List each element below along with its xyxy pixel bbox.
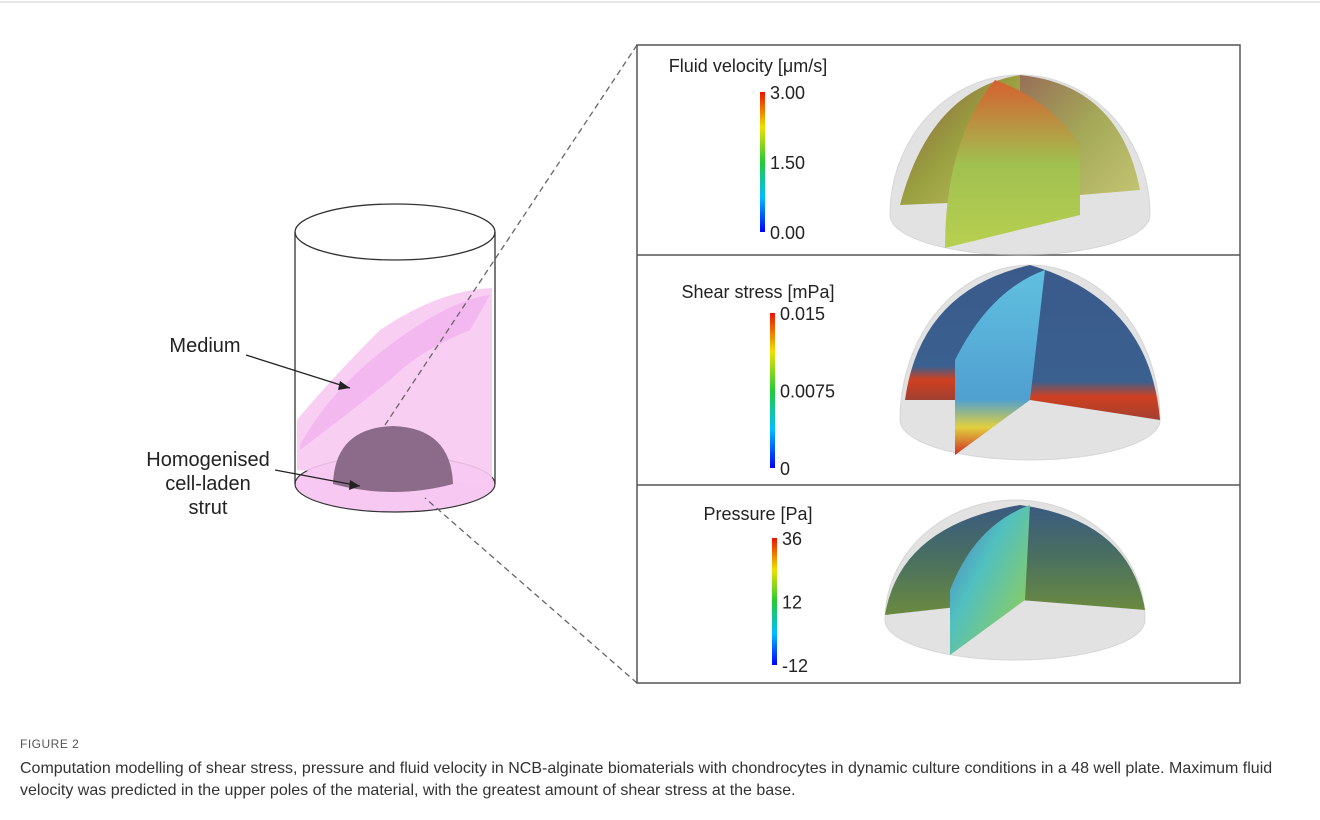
- colorbar-tick-label: 0.00: [770, 223, 805, 243]
- colorbar: [760, 92, 765, 232]
- strut-label: strut: [189, 497, 228, 519]
- colorbar-tick-label: 36: [782, 529, 802, 549]
- colorbar-title: Pressure [Pa]: [703, 504, 812, 524]
- caption-text: Computation modelling of shear stress, p…: [20, 758, 1295, 802]
- caption-label: FIGURE 2: [20, 737, 79, 751]
- colorbar-tick-label: 0: [780, 459, 790, 479]
- colorbar-tick-label: 12: [782, 593, 802, 613]
- colorbar: [770, 313, 775, 468]
- well-illustration: [246, 204, 495, 512]
- strut-label: Homogenised: [146, 449, 269, 471]
- colorbar-tick-label: 1.50: [770, 153, 805, 173]
- hemisphere-velocity: [890, 75, 1150, 255]
- figure: Medium Homogenised cell-laden strut Flui…: [0, 0, 1320, 730]
- colorbar-tick-label: 0.015: [780, 304, 825, 324]
- colorbar-tick-label: -12: [782, 656, 808, 676]
- colorbar: [772, 538, 777, 665]
- colorbar-tick-label: 0.0075: [780, 382, 835, 402]
- hemisphere-pressure: [885, 500, 1145, 660]
- zoom-line: [425, 498, 637, 683]
- colorbar-tick-label: 3.00: [770, 83, 805, 103]
- strut-label: cell-laden: [165, 473, 251, 495]
- colorbar-title: Fluid velocity [μm/s]: [669, 56, 827, 76]
- colorbar-title: Shear stress [mPa]: [681, 282, 834, 302]
- page: Medium Homogenised cell-laden strut Flui…: [0, 0, 1320, 820]
- medium-label: Medium: [169, 335, 240, 357]
- hemisphere-shear: [900, 265, 1160, 460]
